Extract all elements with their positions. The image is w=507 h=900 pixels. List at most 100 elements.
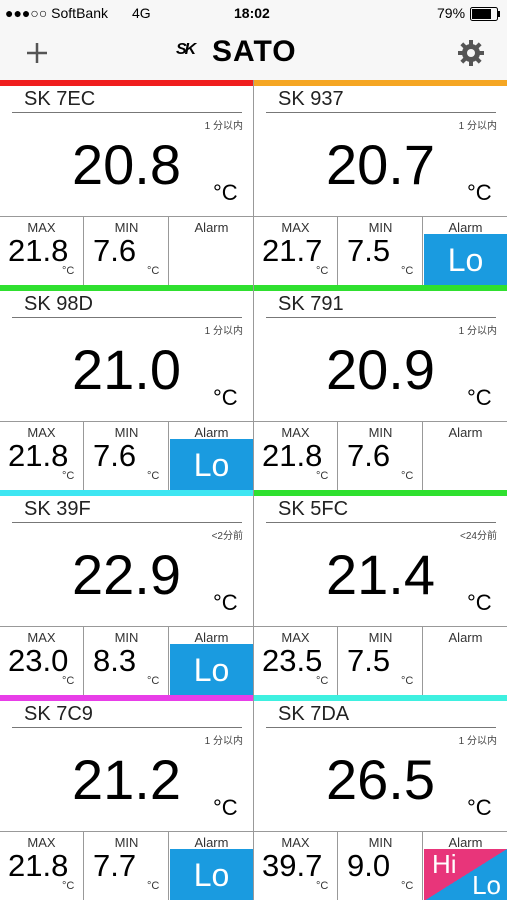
sensor-name: SK 7EC <box>24 88 96 110</box>
logo: SATO <box>212 35 297 68</box>
sensor-card[interactable]: SK 5FC <24分前 21.4 °C MAX 23.5 °C MIN 7.5 °C Alarm <box>254 490 507 695</box>
alarm-cell: Alarm Lo <box>170 422 253 490</box>
min-cell: MIN 7.6 °C <box>85 422 169 490</box>
temperature-unit: °C <box>213 795 238 820</box>
max-unit: °C <box>316 470 329 482</box>
max-value: 21.8 <box>8 848 69 883</box>
stats-row: MAX 21.8 °C MIN 7.7 °C Alarm Lo <box>0 831 253 900</box>
min-label: MIN <box>368 425 393 440</box>
alarm-label: Alarm <box>194 220 229 235</box>
max-unit: °C <box>316 675 329 687</box>
stats-row: MAX 23.5 °C MIN 7.5 °C Alarm <box>254 626 507 695</box>
max-value: 23.5 <box>262 643 323 678</box>
max-unit: °C <box>62 470 75 482</box>
max-unit: °C <box>62 675 75 687</box>
alarm-label: Alarm <box>194 425 229 440</box>
min-unit: °C <box>147 675 160 687</box>
alarm-lo: Lo <box>193 857 230 893</box>
stats-row: MAX 21.8 °C MIN 7.6 °C Alarm <box>0 216 253 285</box>
sensor-card[interactable]: SK 7DA 1 分以内 26.5 °C MAX 39.7 °C MIN 9.0 °C Alarm H… <box>254 695 507 900</box>
temperature-unit: °C <box>213 180 238 205</box>
min-label: MIN <box>368 220 393 235</box>
min-value: 7.5 <box>347 233 391 268</box>
max-value: 21.8 <box>262 438 323 473</box>
min-cell: MIN 9.0 °C <box>339 832 423 900</box>
add-button[interactable] <box>26 42 48 64</box>
alarm-cell: Alarm <box>424 627 507 695</box>
updated-time: 1 分以内 <box>204 326 243 337</box>
alarm-hi: Hi <box>432 849 457 879</box>
max-value: 21.8 <box>8 233 69 268</box>
temperature: 21.0 <box>72 338 181 401</box>
max-cell: MAX 21.7 °C <box>254 217 338 285</box>
updated-time: <2分前 <box>211 531 243 542</box>
max-unit: °C <box>62 265 75 277</box>
temperature-unit: °C <box>467 385 492 410</box>
temperature-unit: °C <box>467 590 492 615</box>
max-unit: °C <box>316 880 329 892</box>
max-cell: MAX 21.8 °C <box>254 422 338 490</box>
stats-row: MAX 39.7 °C MIN 9.0 °C Alarm Hi Lo <box>254 831 507 900</box>
max-cell: MAX 39.7 °C <box>254 832 338 900</box>
stats-row: MAX 21.8 °C MIN 7.6 °C Alarm <box>254 421 507 490</box>
alarm-indicator: Lo <box>170 849 253 900</box>
alarm-indicator: Lo <box>170 439 253 490</box>
max-cell: MAX 23.0 °C <box>0 627 84 695</box>
min-unit: °C <box>401 675 414 687</box>
temperature-unit: °C <box>467 180 492 205</box>
sensor-name: SK 39F <box>24 498 91 520</box>
temperature: 21.2 <box>72 748 181 811</box>
updated-time: 1 分以内 <box>458 736 497 747</box>
alarm-label: Alarm <box>448 220 483 235</box>
battery-icon <box>470 7 500 21</box>
sensor-card[interactable]: SK 98D 1 分以内 21.0 °C MAX 21.8 °C MIN 7.6 °C Alarm L… <box>0 285 253 490</box>
alarm-label: Alarm <box>448 425 483 440</box>
status-bar: ●●●○○ SoftBank 4G 18:02 79% <box>0 0 507 28</box>
min-label: MIN <box>114 425 139 440</box>
min-cell: MIN 7.5 °C <box>339 627 423 695</box>
max-value: 39.7 <box>262 848 323 883</box>
max-label: MAX <box>27 425 56 440</box>
underline <box>266 522 496 523</box>
sensor-card[interactable]: SK 7C9 1 分以内 21.2 °C MAX 21.8 °C MIN 7.7 °C Alarm L… <box>0 695 253 900</box>
color-bar <box>254 490 507 496</box>
sensor-card[interactable]: SK 7EC 1 分以内 20.8 °C MAX 21.8 °C MIN 7.6 °C Alarm <box>0 80 253 285</box>
max-label: MAX <box>27 220 56 235</box>
min-cell: MIN 7.7 °C <box>85 832 169 900</box>
sensor-name: SK 937 <box>278 88 344 110</box>
updated-time: 1 分以内 <box>204 121 243 132</box>
color-bar <box>0 80 253 86</box>
sensor-card[interactable]: SK 791 1 分以内 20.9 °C MAX 21.8 °C MIN 7.6 °C Alarm <box>254 285 507 490</box>
color-bar <box>0 285 253 291</box>
min-label: MIN <box>114 835 139 850</box>
alarm-label: Alarm <box>448 630 483 645</box>
alarm-lo: Lo <box>193 447 230 483</box>
sensor-name: SK 5FC <box>278 498 349 520</box>
sensor-card[interactable]: SK 39F <2分前 22.9 °C MAX 23.0 °C MIN 8.3 °C Alarm Lo <box>0 490 253 695</box>
min-cell: MIN 7.6 °C <box>339 422 423 490</box>
nav-bar: SK SATO <box>0 28 507 80</box>
max-cell: MAX 21.8 °C <box>0 422 84 490</box>
max-unit: °C <box>316 265 329 277</box>
min-label: MIN <box>114 220 139 235</box>
updated-time: 1 分以内 <box>458 121 497 132</box>
temperature-unit: °C <box>213 385 238 410</box>
min-unit: °C <box>401 265 414 277</box>
min-value: 7.6 <box>347 438 391 473</box>
max-label: MAX <box>281 425 310 440</box>
min-unit: °C <box>147 880 160 892</box>
alarm-lo: Lo <box>447 242 484 278</box>
sensor-card[interactable]: SK 937 1 分以内 20.7 °C MAX 21.7 °C MIN 7.5 °C Alarm L… <box>254 80 507 285</box>
color-bar <box>0 695 253 701</box>
updated-time: <24分前 <box>460 531 497 542</box>
stats-row: MAX 23.0 °C MIN 8.3 °C Alarm Lo <box>0 626 253 695</box>
temperature: 20.9 <box>326 338 435 401</box>
alarm-lo: Lo <box>193 652 230 688</box>
underline <box>12 317 242 318</box>
stats-row: MAX 21.7 °C MIN 7.5 °C Alarm Lo <box>254 216 507 285</box>
alarm-indicator: Hi Lo <box>424 849 507 900</box>
max-cell: MAX 21.8 °C <box>0 217 84 285</box>
max-cell: MAX 21.8 °C <box>0 832 84 900</box>
settings-button[interactable] <box>458 40 484 66</box>
min-label: MIN <box>368 835 393 850</box>
